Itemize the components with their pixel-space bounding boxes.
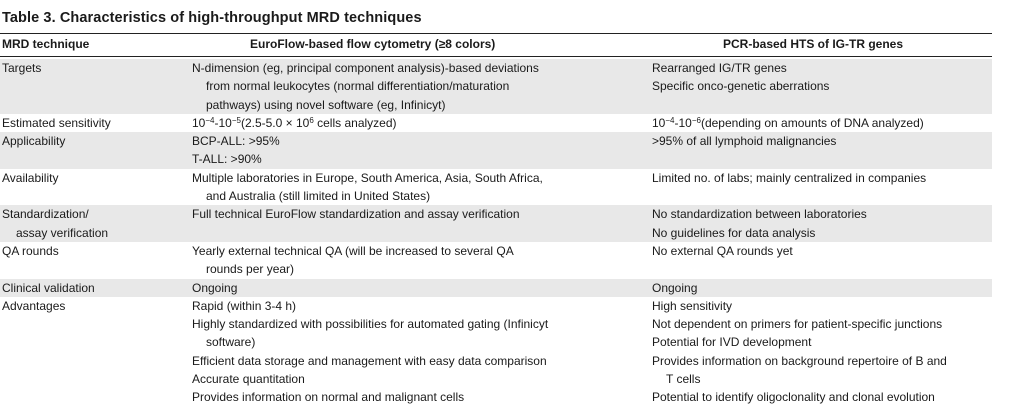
pcr-cell: 10−4-10−6(depending on amounts of DNA an… <box>652 115 924 130</box>
pcr-cell: High sensitivity Not dependent on primer… <box>652 298 947 405</box>
row-label: Availability <box>2 170 59 185</box>
table-row-clinical-validation: Clinical validation Ongoing Ongoing <box>0 278 992 297</box>
pcr-cell: >95% of all lymphoid malignancies <box>652 134 837 149</box>
pcr-cell: Rearranged IG/TR genes Specific onco-gen… <box>652 61 830 94</box>
row-label: Estimated sensitivity <box>2 115 111 130</box>
row-label: Standardization/ assay verification <box>2 207 109 240</box>
table-row-availability: Availability Multiple laboratories in Eu… <box>0 169 992 206</box>
pcr-cell: No standardization between laboratories … <box>652 207 867 240</box>
euroflow-cell: BCP-ALL: >95% T-ALL: >90% <box>192 134 280 167</box>
row-label: QA rounds <box>2 243 59 258</box>
header-euroflow: EuroFlow-based flow cytometry (≥8 colors… <box>250 37 496 51</box>
pcr-cell: No external QA rounds yet <box>652 243 793 258</box>
header-pcr-hts: PCR-based HTS of IG-TR genes <box>723 37 904 51</box>
row-label: Clinical validation <box>2 280 95 295</box>
table-row-advantages: Advantages Rapid (within 3-4 h) Highly s… <box>0 297 992 407</box>
row-label: Targets <box>2 61 42 75</box>
euroflow-cell: N-dimension (eg, principal component ana… <box>192 61 539 112</box>
table-row-applicability: Applicability BCP-ALL: >95% T-ALL: >90% … <box>0 132 992 169</box>
table-body: Targets N-dimension (eg, principal compo… <box>0 59 992 407</box>
header-rule <box>0 56 992 57</box>
euroflow-cell: Full technical EuroFlow standardization … <box>192 207 520 222</box>
row-label: Advantages <box>2 298 66 313</box>
euroflow-cell: Multiple laboratories in Europe, South A… <box>192 170 543 204</box>
euroflow-cell: Rapid (within 3-4 h) Highly standardized… <box>192 298 549 405</box>
euroflow-cell: Yearly external technical QA (will be in… <box>192 243 514 277</box>
euroflow-cell: Ongoing <box>192 280 238 295</box>
pcr-cell: Ongoing <box>652 280 698 295</box>
euroflow-cell: 10−4-10−5(2.5-5.0 × 106 cells analyzed) <box>192 115 397 130</box>
header-mrd-technique: MRD technique <box>2 37 90 51</box>
pcr-cell: Limited no. of labs; mainly centralized … <box>652 170 927 185</box>
table-row-estimated-sensitivity: Estimated sensitivity 10−4-10−5(2.5-5.0 … <box>0 114 992 132</box>
table-row-qa-rounds: QA rounds Yearly external technical QA (… <box>0 242 992 279</box>
table-row-standardization: Standardization/ assay verification Full… <box>0 205 992 242</box>
table-caption: Table 3. Characteristics of high-through… <box>2 10 422 26</box>
top-rule <box>0 33 992 34</box>
row-label: Applicability <box>2 134 66 149</box>
table-row-targets: Targets N-dimension (eg, principal compo… <box>0 59 992 114</box>
